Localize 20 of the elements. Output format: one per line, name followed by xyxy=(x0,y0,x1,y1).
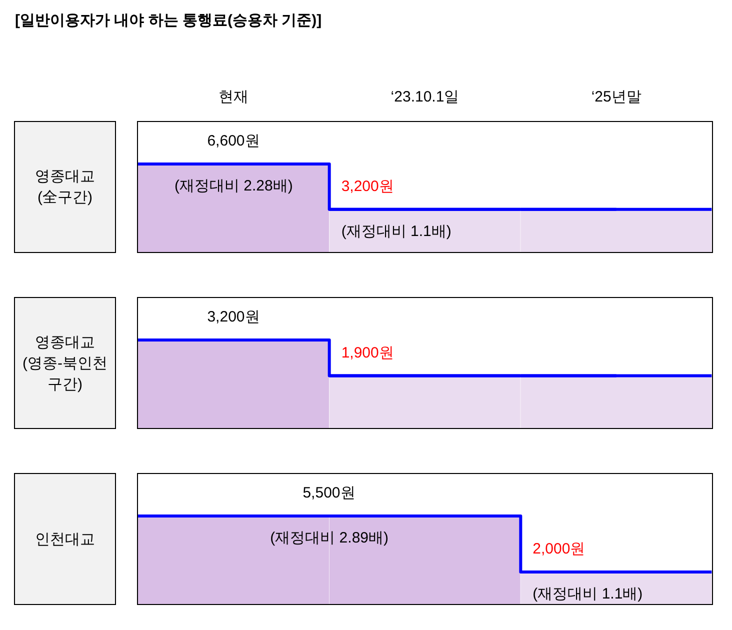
annotation: (재정대비 2.28배) xyxy=(174,178,293,194)
data-label: 6,600원 xyxy=(207,132,260,150)
data-label: 3,200원 xyxy=(341,178,394,195)
x-tick-label: ‘25년말 xyxy=(591,88,642,106)
y-axis-title: 인천대교 xyxy=(34,530,96,550)
label-box: 영종대교 (全구간) xyxy=(14,121,116,253)
data-label: 5,500원 xyxy=(302,484,356,502)
y-axis-title: 영종대교 (영종-북인천 구간) xyxy=(22,332,108,394)
data-label: 2,000원 xyxy=(532,540,586,558)
label-box: 인천대교 xyxy=(14,473,116,605)
y-axis-title: 영종대교 (全구간) xyxy=(34,167,96,208)
annotation: (재정대비 1.1배) xyxy=(341,222,452,240)
x-tick-label: 현재 xyxy=(218,88,249,106)
data-label: 3,200원 xyxy=(207,308,260,326)
x-tick-label: ‘23.10.1일 xyxy=(390,88,460,106)
chart-title: [일반이용자가 내야 하는 통행료(승용차 기준)] xyxy=(15,11,322,30)
annotation: (재정대비 1.1배) xyxy=(532,586,643,602)
label-box: 영종대교 (영종-북인천 구간) xyxy=(14,297,116,429)
data-label: 1,900원 xyxy=(341,344,394,362)
annotation: (재정대비 2.89배) xyxy=(270,530,389,546)
